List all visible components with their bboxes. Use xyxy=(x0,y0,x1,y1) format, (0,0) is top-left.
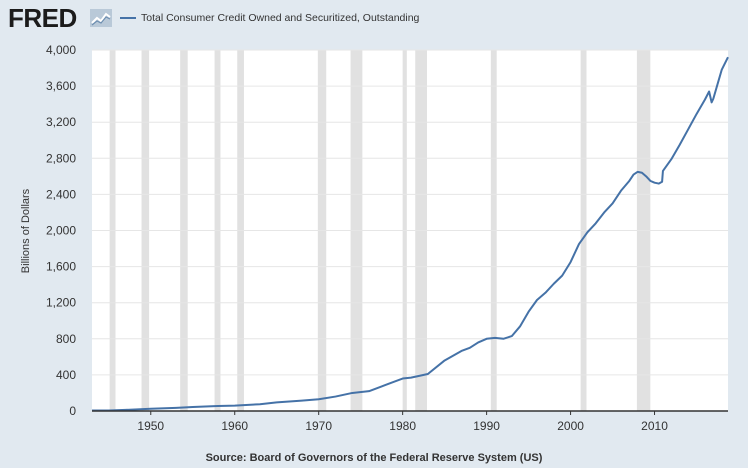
source-note[interactable]: Source: Board of Governors of the Federa… xyxy=(205,452,543,464)
series-line xyxy=(91,56,729,412)
legend-swatch xyxy=(120,17,136,19)
gridlines xyxy=(92,49,728,376)
y-tick-label: 0 xyxy=(69,404,76,418)
series-layer xyxy=(91,56,729,412)
legend-label: Total Consumer Credit Owned and Securiti… xyxy=(141,12,420,24)
y-tick-label: 1,600 xyxy=(46,260,76,274)
x-tick-label: 2010 xyxy=(641,419,668,433)
y-tick-label: 3,200 xyxy=(46,115,76,129)
chart-line-icon xyxy=(90,9,112,27)
y-tick-label: 800 xyxy=(56,332,76,346)
y-tick-label: 3,600 xyxy=(46,79,76,93)
fred-logo[interactable]: FRED xyxy=(8,3,77,33)
y-tick-label: 4,000 xyxy=(46,43,76,57)
y-tick-label: 400 xyxy=(56,368,76,382)
y-tick-label: 2,800 xyxy=(46,151,76,165)
x-tick-label: 1960 xyxy=(221,419,248,433)
y-axis-label: Billions of Dollars xyxy=(20,188,32,274)
y-tick-label: 2,000 xyxy=(46,224,76,238)
x-tick-label: 1980 xyxy=(389,419,416,433)
y-tick-label: 2,400 xyxy=(46,187,76,201)
header: FRED Total Consumer Credit Owned and Sec… xyxy=(0,0,748,36)
x-tick-label: 2000 xyxy=(557,419,584,433)
legend: Total Consumer Credit Owned and Securiti… xyxy=(120,11,419,25)
y-tick-label: 1,200 xyxy=(46,296,76,310)
x-tick-label: 1950 xyxy=(137,419,164,433)
axes: 0 400 800 1,200 1,600 2,000 2,400 2,800 3,200 3,6… xyxy=(46,43,728,433)
x-tick-label: 1970 xyxy=(305,419,332,433)
x-tick-label: 1990 xyxy=(473,419,500,433)
